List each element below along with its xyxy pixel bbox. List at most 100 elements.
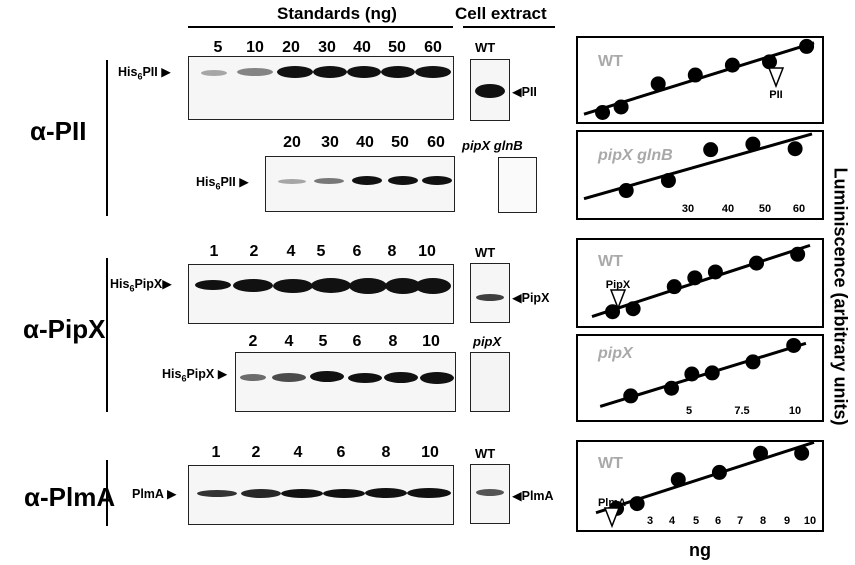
lane-label: 30: [318, 39, 336, 56]
band: [420, 372, 454, 384]
data-point: [623, 388, 639, 404]
data-point: [753, 445, 769, 461]
extract-lane-wt-pipx: WT: [475, 245, 496, 260]
cell-extract-underline: [463, 26, 555, 28]
band: [273, 279, 313, 293]
plot-pii-mutant: pipX glnB 30 40 50 60: [576, 130, 824, 220]
western-blot-pii-standards-2: [265, 156, 455, 212]
data-point: [670, 472, 686, 488]
data-point: [704, 365, 720, 381]
band: [314, 178, 344, 184]
lane-label: 4: [293, 444, 303, 461]
marker-triangle: [767, 67, 785, 89]
data-point: [605, 304, 621, 320]
band: [381, 66, 415, 78]
tick-label: 60: [793, 203, 805, 215]
band: [311, 278, 351, 293]
antibody-label-plma: α-PlmA: [24, 482, 116, 512]
lane-label: 50: [388, 39, 406, 56]
marker-triangle: [609, 289, 627, 311]
standards-header: Standards (ng): [277, 4, 397, 23]
extract-lane-pipx-glnb: pipX glnB: [462, 138, 523, 153]
data-point: [687, 270, 703, 286]
data-point: [663, 380, 679, 396]
band: [347, 66, 381, 78]
band: [241, 489, 281, 498]
data-point: [660, 173, 676, 189]
lane-label: 10: [421, 444, 439, 461]
data-point: [666, 279, 682, 295]
western-blot-pii-extract-wt: [470, 59, 510, 121]
band: [365, 488, 407, 498]
standards-underline: [188, 26, 453, 28]
lane-label: 10: [418, 243, 436, 260]
lane-label: 1: [211, 444, 221, 461]
band: [422, 176, 452, 185]
blot-label-his6pii-1: His6PII ▶: [118, 65, 171, 82]
plot-pipx-mutant: pipX 5 7.5 10: [576, 334, 824, 422]
data-point: [799, 38, 815, 54]
data-point: [707, 264, 723, 280]
tick-label: 7: [737, 515, 743, 527]
data-point: [724, 57, 740, 73]
band: [195, 280, 231, 290]
lane-label: 6: [336, 444, 346, 461]
lane-label: 20: [283, 134, 301, 151]
western-blot-pipx-extract-wt: [470, 263, 510, 323]
tick-label: 6: [715, 515, 721, 527]
marker-triangle: [603, 507, 621, 529]
y-axis-label: Luminiscence (arbitrary units): [830, 167, 851, 426]
data-point: [790, 246, 806, 262]
extract-lane-pipx: pipX: [473, 334, 502, 349]
antibody-label-pipx: α-PipX: [23, 314, 106, 344]
data-point: [703, 142, 719, 158]
lane-label: 60: [427, 134, 445, 151]
plot-label: WT: [598, 455, 623, 472]
cell-extract-header: Cell extract: [455, 4, 547, 23]
extract-lane-wt-plma: WT: [475, 446, 496, 461]
lane-label: 4: [286, 243, 296, 260]
band: [415, 66, 451, 78]
plot-frame: [576, 440, 824, 532]
lane-label: 40: [353, 39, 371, 56]
band: [388, 176, 418, 185]
lane-label: 30: [321, 134, 339, 151]
plot-pii-wt: WT PII: [576, 36, 824, 124]
tick-label: 10: [804, 515, 816, 527]
marker-label: PlmA: [598, 497, 626, 509]
lane-label: 2: [249, 243, 259, 260]
band-label-plma: ◀PlmA: [512, 489, 554, 503]
lane-label: 60: [424, 39, 442, 56]
band: [384, 372, 418, 383]
lane-label: 4: [284, 333, 294, 350]
lane-label: 6: [352, 243, 362, 260]
band: [201, 70, 227, 76]
band: [476, 489, 504, 496]
blot-label-his6pipx-1: His6PipX▶: [110, 277, 172, 294]
section-bracket-plma: [106, 460, 108, 526]
tick-label: 7.5: [734, 405, 749, 417]
lane-label: 5: [316, 243, 326, 260]
western-blot-pipx-extract-mutant: [470, 352, 510, 412]
data-point: [613, 99, 629, 115]
lane-label: 5: [318, 333, 328, 350]
data-point: [687, 67, 703, 83]
band: [475, 84, 505, 98]
marker-label: PII: [769, 89, 782, 101]
plot-label: WT: [598, 53, 623, 70]
band: [352, 176, 382, 185]
data-point: [684, 366, 700, 382]
data-point: [786, 337, 802, 353]
band: [313, 66, 347, 78]
band: [476, 294, 504, 301]
antibody-label-pii: α-PII: [30, 116, 87, 146]
plot-label: WT: [598, 253, 623, 270]
western-blot-plma-standards: [188, 465, 454, 525]
blot-label-his6pii-2: His6PII ▶: [196, 175, 249, 192]
plot-plma-wt: WT PlmA 3 4 5 6 7 8 9 10: [576, 440, 824, 532]
tick-label: 9: [784, 515, 790, 527]
extract-lane-wt-pii: WT: [475, 40, 496, 55]
band: [277, 66, 313, 78]
lane-label: 20: [282, 39, 300, 56]
data-point: [625, 301, 641, 317]
